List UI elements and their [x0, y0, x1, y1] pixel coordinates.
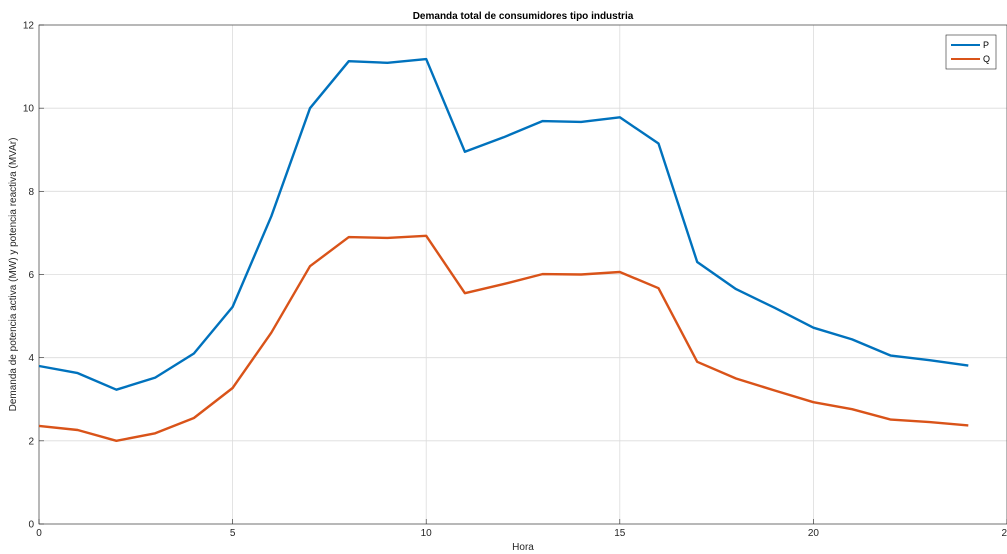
y-tick-label: 12 [23, 21, 35, 32]
y-tick-label: 10 [23, 104, 35, 115]
series-line-q [38, 234, 969, 442]
series-line-p [38, 57, 969, 391]
y-tick-label: 4 [28, 353, 34, 364]
legend-label-q: Q [983, 54, 990, 64]
x-tick-label: 20 [808, 528, 820, 539]
x-axis-label: Hora [512, 542, 534, 553]
legend-label-p: P [983, 40, 989, 50]
chart-title: Demanda total de consumidores tipo indus… [413, 11, 634, 22]
y-tick-label: 8 [28, 187, 34, 198]
x-tick-label: 10 [421, 528, 433, 539]
y-axis-label: Demanda de potencia activa (MW) y potenc… [8, 138, 19, 412]
x-tick-label: 25 [1001, 528, 1007, 539]
y-tick-label: 2 [28, 436, 34, 447]
y-tick-label: 0 [28, 520, 34, 531]
axis-ticks: 0 5 10 15 20 25 0 2 4 6 8 10 12 [23, 21, 1007, 539]
x-tick-label: 15 [614, 528, 626, 539]
x-tick-label: 5 [230, 528, 236, 539]
x-tick-label: 0 [36, 528, 42, 539]
legend: P Q [945, 34, 997, 70]
legend-box [945, 34, 997, 70]
series-lines [38, 57, 969, 442]
y-tick-label: 6 [28, 270, 34, 281]
